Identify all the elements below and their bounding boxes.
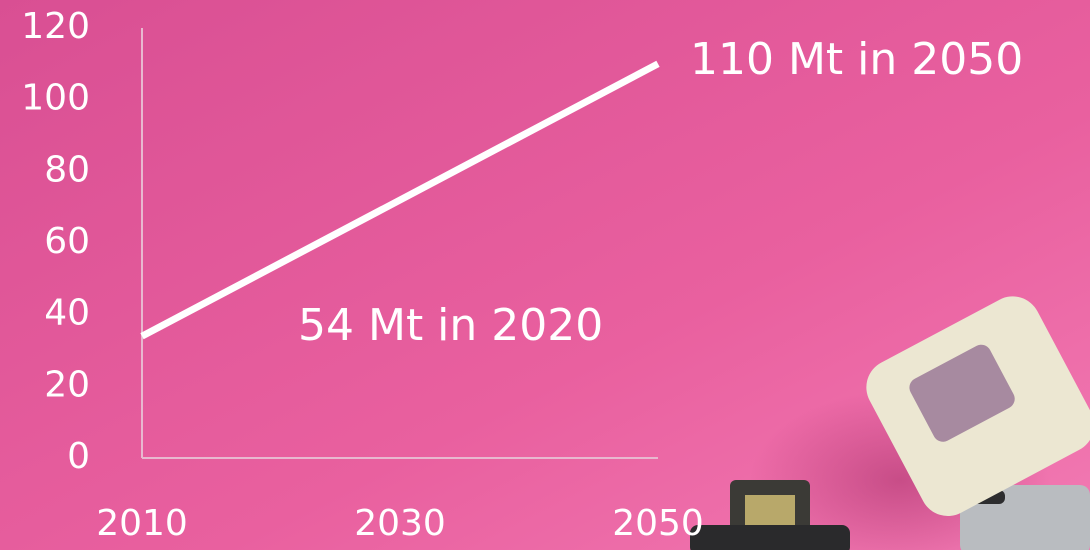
- plot-area: [141, 28, 658, 459]
- y-tick-label: 40: [44, 293, 90, 334]
- x-tick-label: 2010: [96, 503, 188, 544]
- phones-photo: [690, 296, 1090, 550]
- x-tick-label: 2050: [612, 503, 704, 544]
- y-tick-label: 100: [21, 78, 90, 119]
- x-tick-label: 2030: [354, 503, 446, 544]
- data-line: [140, 60, 660, 340]
- annotation: 54 Mt in 2020: [298, 300, 603, 351]
- y-tick-label: 60: [44, 221, 90, 262]
- y-tick-label: 0: [67, 436, 90, 477]
- y-tick-label: 80: [44, 149, 90, 190]
- y-tick-label: 120: [21, 6, 90, 47]
- annotation: 110 Mt in 2050: [690, 34, 1023, 85]
- y-tick-label: 20: [44, 364, 90, 405]
